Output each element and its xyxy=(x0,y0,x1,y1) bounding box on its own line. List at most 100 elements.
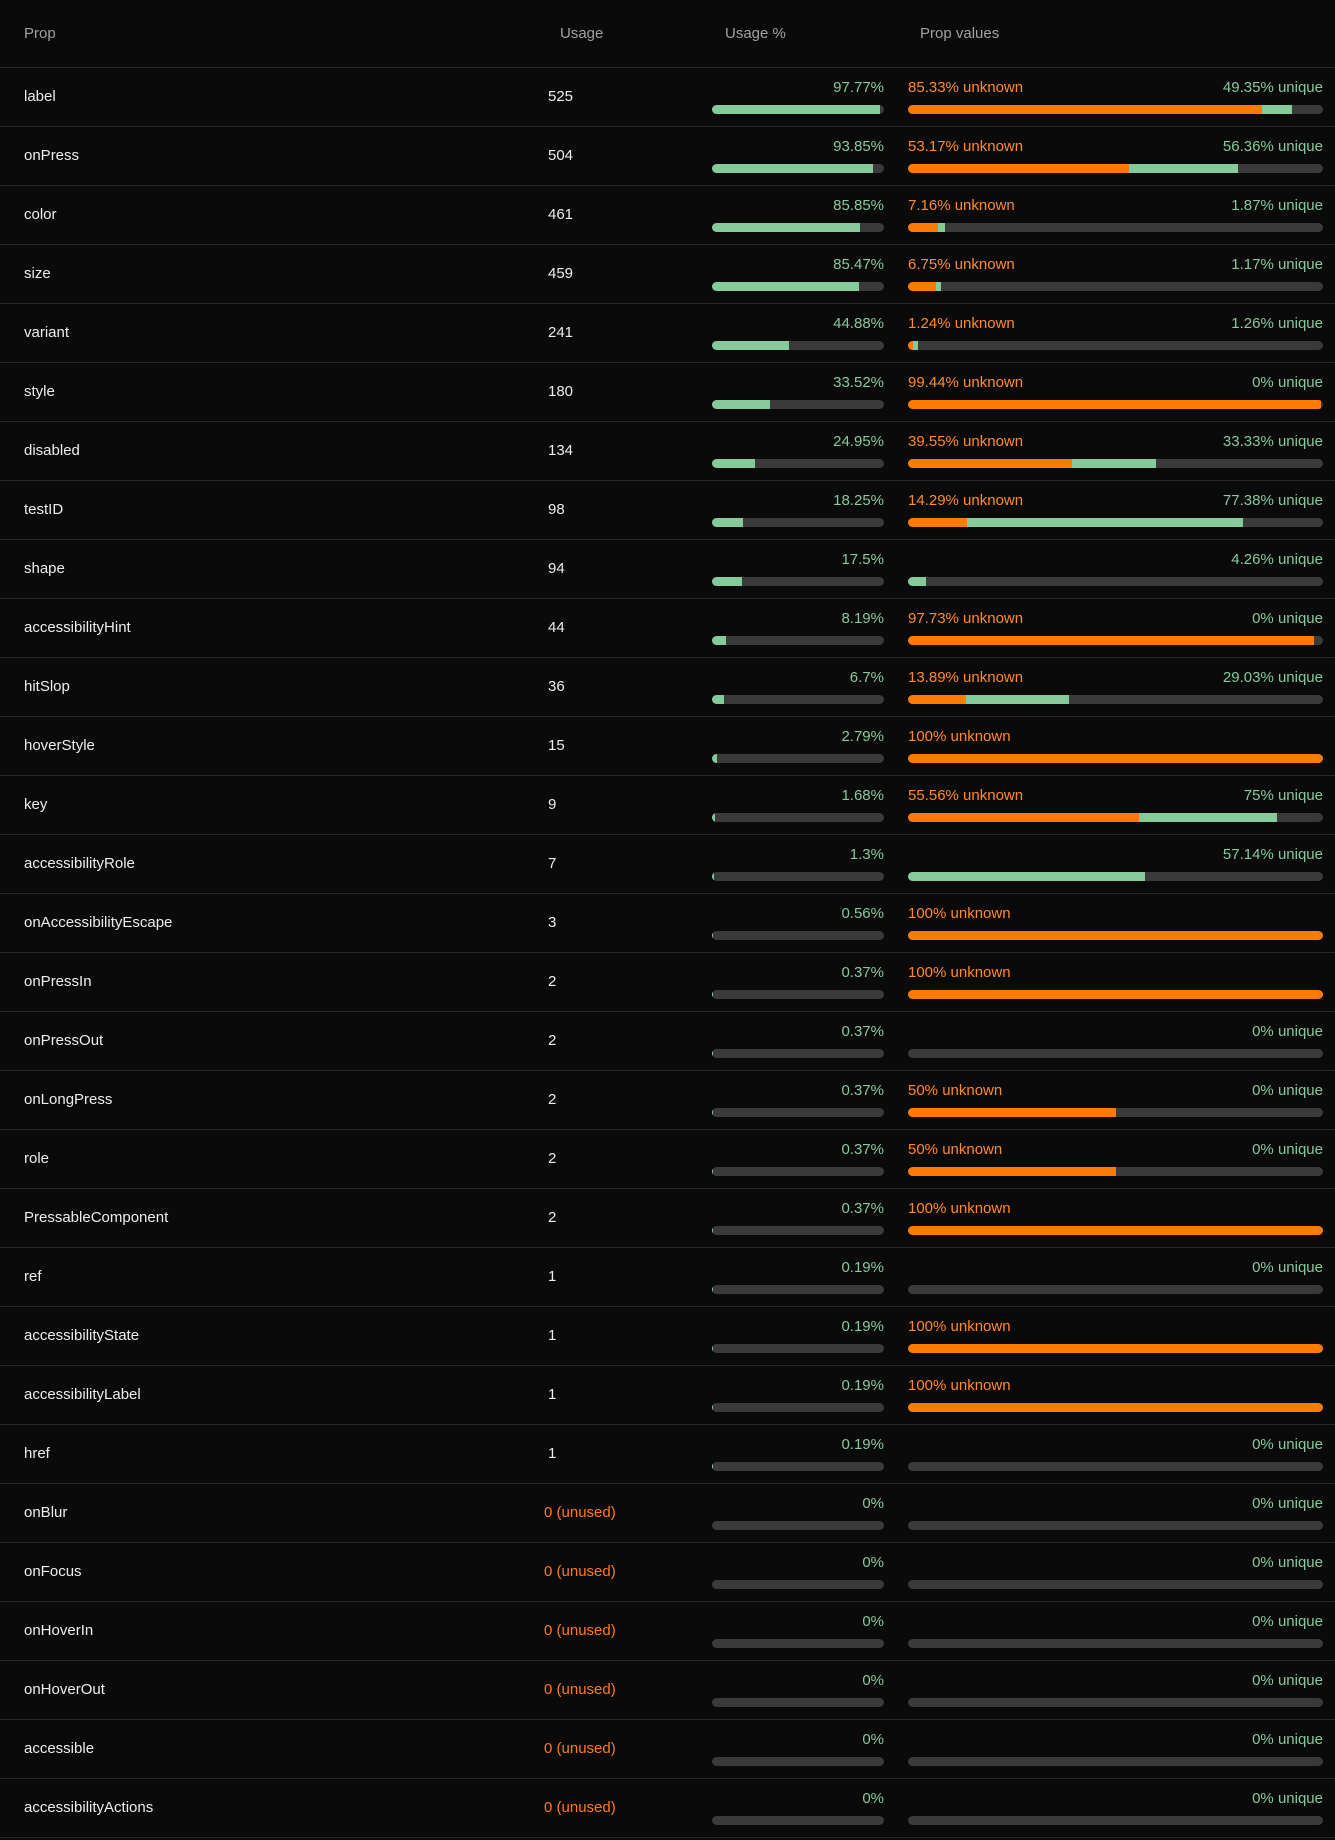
usage-bar xyxy=(712,990,884,999)
table-row[interactable]: testID 98 18.25% 14.29% unknown 77.38% uniqu… xyxy=(0,481,1335,540)
table-row[interactable]: shape 94 17.5% 4.26% unique xyxy=(0,540,1335,599)
unknown-percent-label: 55.56% unknown xyxy=(908,787,1024,804)
usage-bar xyxy=(712,1108,884,1117)
table-row[interactable]: accessibilityRole 7 1.3% 57.14% unique xyxy=(0,835,1335,894)
table-row[interactable]: color 461 85.85% 7.16% unknown 1.87% unique xyxy=(0,186,1335,245)
prop-name: variant xyxy=(24,324,70,341)
table-row[interactable]: onBlur 0 (unused) 0% 0% unique xyxy=(0,1484,1335,1543)
usage-percent-label: 0.19% xyxy=(841,1318,884,1335)
unique-percent-label: 0% unique xyxy=(1252,1023,1323,1040)
prop-values-bar xyxy=(908,1167,1323,1176)
header-usage-pct[interactable]: Usage % xyxy=(725,25,786,42)
table-row[interactable]: accessibilityActions 0 (unused) 0% 0% uniqu… xyxy=(0,1779,1335,1838)
prop-values-bar xyxy=(908,223,1323,232)
table-row[interactable]: onHoverOut 0 (unused) 0% 0% unique xyxy=(0,1661,1335,1720)
usage-count: 2 xyxy=(548,1032,557,1049)
header-prop[interactable]: Prop xyxy=(24,25,56,42)
table-row[interactable]: ref 1 0.19% 0% unique xyxy=(0,1248,1335,1307)
usage-count: 44 xyxy=(548,619,565,636)
unique-percent-label: 0% unique xyxy=(1252,1082,1323,1099)
usage-bar-fill xyxy=(712,1167,713,1176)
unknown-bar-fill xyxy=(908,931,1323,940)
usage-count: 0 (unused) xyxy=(544,1622,616,1639)
usage-count: 1 xyxy=(548,1327,557,1344)
table-row[interactable]: accessibilityState 1 0.19% 100% unknown xyxy=(0,1307,1335,1366)
table-row[interactable]: style 180 33.52% 99.44% unknown 0% unique xyxy=(0,363,1335,422)
prop-values-bar xyxy=(908,105,1323,114)
table-row[interactable]: PressableComponent 2 0.37% 100% unknown xyxy=(0,1189,1335,1248)
usage-percent-label: 0% xyxy=(862,1790,884,1807)
unique-percent-label: 0% unique xyxy=(1252,1259,1323,1276)
unique-percent-label: 77.38% unique xyxy=(1222,492,1323,509)
usage-bar xyxy=(712,636,884,645)
usage-percent-label: 85.47% xyxy=(833,256,884,273)
usage-percent-label: 0.56% xyxy=(841,905,884,922)
header-usage[interactable]: Usage xyxy=(560,25,604,42)
usage-bar xyxy=(712,1698,884,1707)
usage-percent-label: 0% xyxy=(862,1672,884,1689)
table-row[interactable]: hitSlop 36 6.7% 13.89% unknown 29.03% unique xyxy=(0,658,1335,717)
unknown-percent-label: 100% unknown xyxy=(908,1318,1011,1335)
unknown-bar-fill xyxy=(908,990,1323,999)
usage-bar xyxy=(712,1462,884,1471)
table-row[interactable]: onHoverIn 0 (unused) 0% 0% unique xyxy=(0,1602,1335,1661)
table-row[interactable]: onAccessibilityEscape 3 0.56% 100% unknown xyxy=(0,894,1335,953)
usage-count: 241 xyxy=(548,324,574,341)
table-row[interactable]: variant 241 44.88% 1.24% unknown 1.26% uniqu… xyxy=(0,304,1335,363)
usage-bar xyxy=(712,400,884,409)
usage-count: 525 xyxy=(548,88,574,105)
prop-name: onFocus xyxy=(24,1563,82,1580)
usage-bar-fill xyxy=(712,872,715,881)
usage-count: 504 xyxy=(548,147,574,164)
usage-bar xyxy=(712,518,884,527)
usage-count: 7 xyxy=(548,855,557,872)
usage-bar xyxy=(712,105,884,114)
prop-values-bar xyxy=(908,459,1323,468)
table-row[interactable]: disabled 134 24.95% 39.55% unknown 33.33% un… xyxy=(0,422,1335,481)
table-row[interactable]: size 459 85.47% 6.75% unknown 1.17% unique xyxy=(0,245,1335,304)
unknown-percent-label: 50% unknown xyxy=(908,1141,1003,1158)
usage-count: 2 xyxy=(548,1209,557,1226)
usage-bar xyxy=(712,223,884,232)
prop-name: disabled xyxy=(24,442,80,459)
prop-values-bar xyxy=(908,1108,1323,1117)
table-row[interactable]: label 525 97.77% 85.33% unknown 49.35% uniqu… xyxy=(0,68,1335,127)
unique-percent-label: 0% unique xyxy=(1252,374,1323,391)
table-row[interactable]: accessibilityHint 44 8.19% 97.73% unknown 0%… xyxy=(0,599,1335,658)
table-row[interactable]: role 2 0.37% 50% unknown 0% unique xyxy=(0,1130,1335,1189)
unique-bar-fill xyxy=(1138,813,1277,822)
table-row[interactable]: onLongPress 2 0.37% 50% unknown 0% unique xyxy=(0,1071,1335,1130)
prop-name: ref xyxy=(24,1268,42,1285)
unknown-percent-label: 99.44% unknown xyxy=(908,374,1024,391)
table-row[interactable]: onPressIn 2 0.37% 100% unknown xyxy=(0,953,1335,1012)
table-row[interactable]: href 1 0.19% 0% unique xyxy=(0,1425,1335,1484)
table-row[interactable]: hoverStyle 15 2.79% 100% unknown xyxy=(0,717,1335,776)
table-row[interactable]: key 9 1.68% 55.56% unknown 75% unique xyxy=(0,776,1335,835)
unique-percent-label: 75% unique xyxy=(1243,787,1323,804)
table-row[interactable]: onFocus 0 (unused) 0% 0% unique xyxy=(0,1543,1335,1602)
usage-bar xyxy=(712,459,884,468)
table-row[interactable]: onPressOut 2 0.37% 0% unique xyxy=(0,1012,1335,1071)
prop-name: onPressIn xyxy=(24,973,92,990)
usage-percent-label: 0.37% xyxy=(841,1082,884,1099)
usage-bar xyxy=(712,1226,884,1235)
usage-count: 15 xyxy=(548,737,565,754)
prop-name: accessibilityState xyxy=(24,1327,140,1344)
prop-name: key xyxy=(24,796,48,813)
unknown-bar-fill xyxy=(908,518,968,527)
table-row[interactable]: accessibilityLabel 1 0.19% 100% unknown xyxy=(0,1366,1335,1425)
unique-percent-label: 0% unique xyxy=(1252,610,1323,627)
table-row[interactable]: accessible 0 (unused) 0% 0% unique xyxy=(0,1720,1335,1779)
usage-bar-fill xyxy=(712,341,790,350)
usage-percent-label: 0% xyxy=(862,1554,884,1571)
usage-percent-label: 24.95% xyxy=(833,433,884,450)
usage-bar xyxy=(712,1344,884,1353)
usage-bar-fill xyxy=(712,1049,713,1058)
prop-name: PressableComponent xyxy=(24,1209,169,1226)
unknown-percent-label: 100% unknown xyxy=(908,1377,1011,1394)
unknown-percent-label: 14.29% unknown xyxy=(908,492,1024,509)
unique-percent-label: 0% unique xyxy=(1252,1436,1323,1453)
usage-bar xyxy=(712,1167,884,1176)
table-row[interactable]: onPress 504 93.85% 53.17% unknown 56.36% uni… xyxy=(0,127,1335,186)
header-prop-values[interactable]: Prop values xyxy=(920,25,1000,42)
